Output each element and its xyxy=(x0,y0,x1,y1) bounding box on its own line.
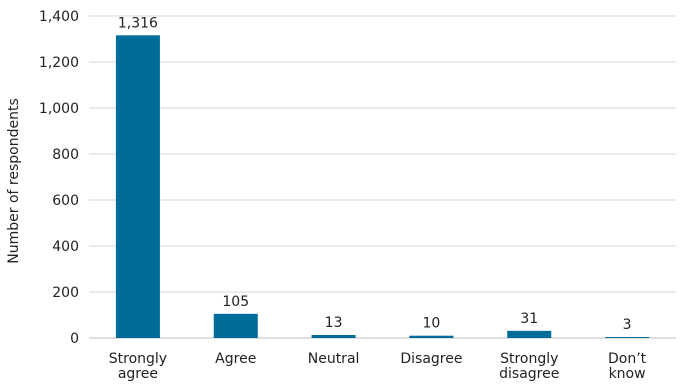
x-axis-categories: Strongly agree Agree Neutral Disagree Strongl… xyxy=(109,351,647,382)
data-label: 3 xyxy=(623,317,632,333)
y-tick-label: 400 xyxy=(52,239,79,255)
data-label: 10 xyxy=(423,316,441,332)
y-tick-label: 1,200 xyxy=(39,55,79,71)
y-tick-label: 1,400 xyxy=(39,9,79,25)
y-tick-label: 0 xyxy=(70,331,79,347)
x-category-label: Agree xyxy=(215,351,256,367)
x-category-label: Disagree xyxy=(400,351,462,367)
y-axis-title: Number of respondents xyxy=(6,98,22,263)
data-label: 13 xyxy=(325,315,343,331)
x-category-label: Strongly agree xyxy=(109,351,167,382)
y-tick-label: 600 xyxy=(52,193,79,209)
bar xyxy=(115,35,160,338)
bar xyxy=(213,313,258,338)
x-category-label: Strongly disagree xyxy=(499,351,559,382)
bar xyxy=(507,330,552,338)
bar xyxy=(409,335,454,338)
data-label: 31 xyxy=(520,311,538,327)
y-tick-label: 200 xyxy=(52,285,79,301)
y-tick-label: 800 xyxy=(52,147,79,163)
x-category-label: Neutral xyxy=(308,351,360,367)
bar xyxy=(311,335,356,338)
y-axis-ticks: 0 200 400 600 800 1,000 1,200 1,400 xyxy=(39,9,79,347)
x-category-label: Don’t know xyxy=(608,351,647,382)
data-label: 105 xyxy=(222,294,249,310)
y-tick-label: 1,000 xyxy=(39,101,79,117)
bars xyxy=(115,35,650,338)
bar xyxy=(605,337,650,338)
data-label: 1,316 xyxy=(118,15,158,31)
data-labels: 1,316 105 13 10 31 3 xyxy=(118,15,632,333)
gridlines xyxy=(89,15,676,339)
